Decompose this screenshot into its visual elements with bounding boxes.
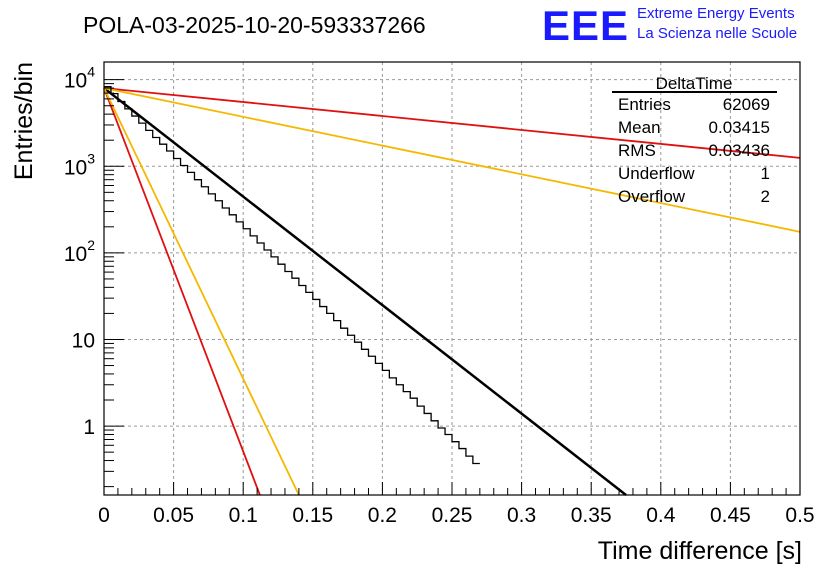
series-line-orange-shallow (103, 87, 801, 233)
stats-row-label: Overflow (618, 187, 686, 206)
y-tick-base: 10 (64, 156, 87, 179)
stats-row-value: 1 (761, 164, 770, 183)
histogram-steps (104, 86, 480, 465)
x-tick-label: 0.1 (229, 504, 258, 527)
y-tick-exponent: 3 (87, 150, 95, 166)
stats-row-value: 0.03436 (709, 141, 770, 160)
x-tick-label: 0 (98, 504, 110, 527)
x-tick-label: 0.05 (153, 504, 194, 527)
stats-rows: Entries 62069 Mean 0.03415 RMS 0.03436 Underfl… (618, 95, 770, 206)
stats-row-value: 2 (761, 187, 770, 206)
histogram-layer (104, 86, 480, 465)
stats-row-label: RMS (618, 141, 656, 160)
axis-ticks (103, 79, 801, 495)
y-tick-exponent: 4 (87, 64, 95, 80)
y-axis-label: Entries/bin (10, 62, 38, 180)
stats-row-value: 62069 (723, 95, 770, 114)
eee-logo-line1: Extreme Energy Events (637, 5, 795, 22)
stats-row-label: Mean (618, 118, 661, 137)
x-tick-label: 0.15 (292, 504, 333, 527)
series-line-fit (103, 87, 627, 496)
y-tick-label: 103 (64, 150, 95, 179)
x-tick-labels: 0 0.05 0.1 0.15 0.2 0.25 0.3 0.35 0.4 0.45 0.5 (98, 504, 814, 527)
x-tick-label: 0.3 (507, 504, 536, 527)
eee-logo-line2: La Scienza nelle Scuole (637, 25, 797, 42)
eee-logo: EEE Extreme Energy Events La Scienza nel… (542, 2, 797, 49)
x-tick-label: 0.25 (432, 504, 473, 527)
y-tick-base: 10 (64, 243, 87, 266)
stats-row-label: Underflow (618, 164, 695, 183)
x-tick-label: 0.4 (646, 504, 676, 527)
y-tick-exponent: 2 (87, 237, 95, 253)
stats-row-label: Entries (618, 95, 671, 114)
series-line-orange-steep (103, 87, 300, 496)
grid (104, 62, 800, 495)
y-tick-label: 102 (64, 237, 95, 266)
y-tick-label: 1 (83, 416, 95, 439)
series-line-red-shallow (103, 87, 801, 159)
eee-logo-text: EEE (542, 2, 629, 49)
x-axis-label: Time difference [s] (598, 537, 802, 565)
series-layer (103, 87, 801, 496)
y-tick-label: 10 (72, 329, 95, 352)
chart-title: POLA-03-2025-10-20-593337266 (83, 12, 426, 38)
x-tick-label: 0.45 (710, 504, 751, 527)
x-tick-label: 0.2 (368, 504, 397, 527)
y-tick-base: 10 (64, 70, 87, 93)
x-tick-label: 0.5 (785, 504, 814, 527)
stats-box: DeltaTime Entries 62069 Mean 0.03415 RMS 0.03… (612, 74, 777, 206)
stats-title: DeltaTime (656, 74, 733, 93)
stats-row-value: 0.03415 (709, 118, 770, 137)
y-tick-label: 104 (64, 64, 95, 93)
series-line-red-steep (103, 87, 261, 496)
x-tick-label: 0.35 (571, 504, 612, 527)
